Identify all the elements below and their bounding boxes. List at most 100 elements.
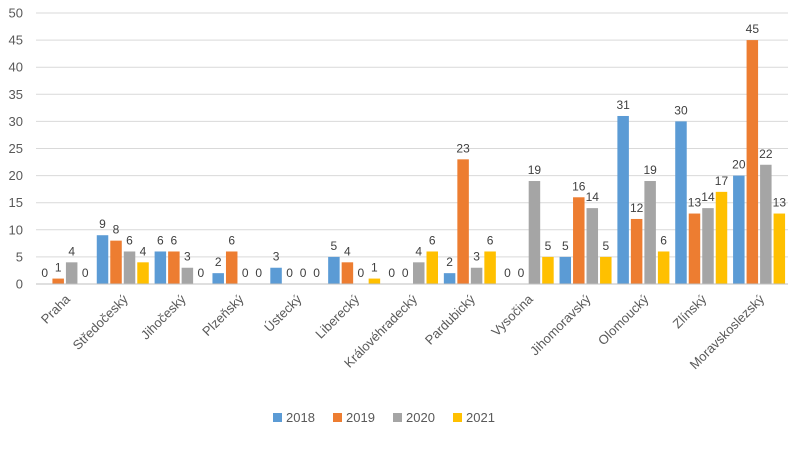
y-tick-label: 35 [9,87,23,102]
y-tick-label: 20 [9,168,23,183]
legend-swatch-2020 [393,413,402,422]
data-label: 6 [429,233,436,247]
bar-2020-8 [528,181,541,284]
bar-2019-11 [688,213,701,284]
data-label: 45 [746,22,760,36]
bar-2021-11 [715,191,728,284]
bar-2018-1 [96,235,109,284]
bar-2018-11 [675,121,687,285]
data-label: 14 [701,190,715,204]
data-label: 0 [358,266,365,280]
data-label: 9 [99,217,106,231]
data-label: 6 [171,233,178,247]
data-label: 31 [616,98,630,112]
bar-2020-0 [65,262,78,284]
bar-2019-2 [168,251,180,284]
data-label: 4 [68,244,75,258]
data-label: 0 [402,266,409,280]
bar-2021-5 [368,278,381,284]
legend: 2018 2019 2020 2021 [273,410,495,425]
data-label: 14 [586,190,600,204]
data-label: 4 [344,244,351,258]
x-tick-label: Pardubický [422,291,478,347]
y-tick-label: 0 [16,277,23,292]
data-label: 0 [313,266,320,280]
bar-2018-12 [733,175,745,284]
data-label: 0 [286,266,293,280]
x-tick-label: Jihomoravský [527,291,594,358]
data-label: 5 [562,239,569,253]
data-label: 2 [446,255,453,269]
data-label: 0 [82,266,89,280]
bar-2018-5 [328,256,340,284]
bar-2019-1 [110,240,122,284]
x-tick-label: Zlínský [670,291,710,331]
legend-swatch-2019 [333,413,342,422]
data-label: 0 [504,266,511,280]
bar-2018-9 [559,256,572,284]
bar-2019-3 [225,251,238,284]
data-label: 6 [126,233,133,247]
data-label: 17 [715,174,729,188]
data-label: 30 [674,103,688,117]
bar-2021-7 [484,251,496,284]
y-tick-label: 10 [9,222,23,237]
bar-2018-3 [212,273,224,284]
bar-2020-9 [586,208,599,284]
y-tick-label: 50 [9,6,23,21]
legend-swatch-2021 [453,413,462,422]
x-tick-label: Vysočina [488,291,536,339]
data-label: 3 [184,250,191,264]
bar-2019-5 [341,262,354,284]
bar-2020-10 [644,181,656,284]
bar-2020-12 [760,164,772,284]
y-tick-label: 15 [9,195,23,210]
y-tick-label: 25 [9,141,23,156]
bar-2019-12 [746,40,759,284]
y-gridlines [36,12,788,258]
bar-2020-1 [123,251,136,284]
bar-2020-11 [702,208,714,284]
y-tick-label: 5 [16,249,23,264]
data-label: 1 [55,261,62,275]
data-label: 0 [242,266,249,280]
data-label: 20 [732,158,746,172]
bar-2019-10 [630,218,643,284]
data-label: 19 [643,163,657,177]
data-label: 4 [140,244,147,258]
data-label: 6 [157,233,164,247]
data-label: 5 [602,239,609,253]
data-label: 22 [759,147,773,161]
bar-2019-9 [573,197,585,284]
data-label: 6 [228,233,235,247]
legend-swatch-2018 [273,413,282,422]
data-label: 0 [300,266,307,280]
legend-label: 2018 [286,410,315,425]
data-label: 5 [331,239,338,253]
bar-2018-10 [617,115,629,284]
data-label: 12 [630,201,644,215]
data-label: 0 [198,266,205,280]
data-label: 4 [415,244,422,258]
x-tick-label: Olomoucký [595,291,652,348]
data-label: 0 [388,266,395,280]
data-label: 8 [113,223,120,237]
x-tick-label: Ústecký [261,291,305,335]
x-tick-label: Liberecký [312,291,362,341]
data-label: 2 [215,255,222,269]
data-label: 0 [41,266,48,280]
data-label: 6 [487,233,494,247]
data-label: 1 [371,261,378,275]
y-axis: 0 5 10 15 20 25 30 35 40 45 50 [9,6,23,292]
bar-2020-2 [181,267,194,284]
x-tick-label: Praha [38,291,74,327]
bar-2021-10 [657,251,670,284]
legend-label: 2019 [346,410,375,425]
bar-2021-9 [600,256,612,284]
bar-2018-4 [270,267,282,284]
bars [52,40,786,285]
data-label: 3 [273,250,280,264]
bar-2021-6 [426,251,438,284]
bar-2018-7 [443,273,456,284]
